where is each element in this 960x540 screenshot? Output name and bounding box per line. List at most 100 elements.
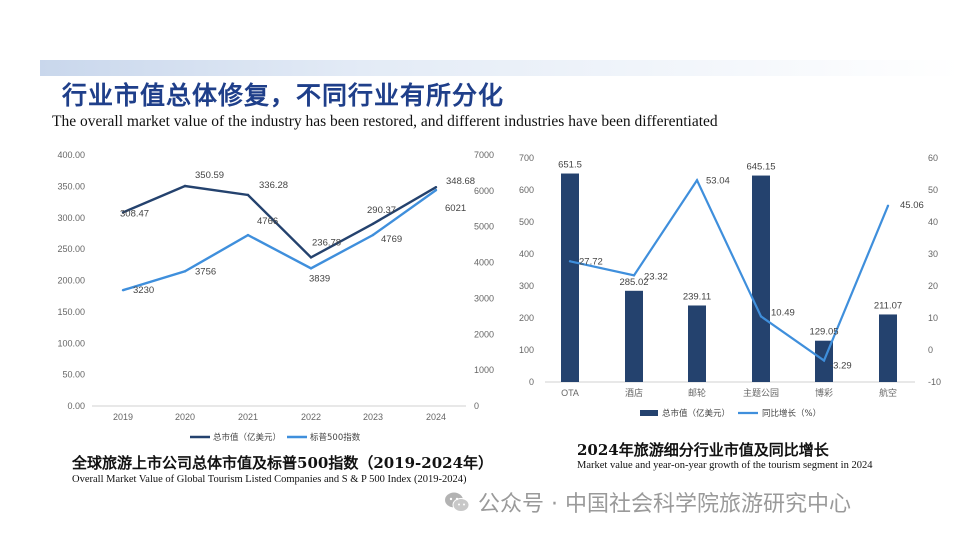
y-right-tick-label: 2000 [474,329,494,339]
y-right-tick-label: 20 [928,281,938,291]
x-tick-label: 2023 [363,412,383,422]
market-value-data-label: 336.28 [259,180,288,191]
y-right-tick-label: 30 [928,249,938,259]
y-right-tick-label: 60 [928,153,938,163]
sp500-point [183,270,187,273]
x-tick-label: 航空 [879,387,897,398]
y-left-tick-label: 200 [519,313,534,323]
y-right-tick-label: 0 [928,345,933,355]
sp500-point [371,233,375,237]
watermark: 公众号 · 中国社会科学院旅游研究中心 [444,486,851,518]
growth-data-label: -3.29 [830,361,852,372]
y-left-tick-label: 350.00 [57,181,85,191]
sp500-data-label: 3230 [133,285,154,296]
segment-value-bar [879,314,897,382]
page-title: 行业市值总体修复，不同行业有所分化 [62,81,505,110]
segment-value-bar [625,290,643,382]
segment-value-data-label: 651.5 [558,160,582,171]
market-value-point [309,256,313,259]
growth-data-label: 45.06 [900,200,924,211]
y-right-tick-label: 40 [928,217,938,227]
growth-point [632,274,636,277]
growth-point [568,260,572,263]
x-tick-label: 邮轮 [688,387,706,398]
y-left-tick-label: 0 [529,377,534,387]
y-right-tick-label: 7000 [474,150,494,160]
y-left-tick-label: 700 [519,153,534,163]
y-left-tick-label: 0.00 [67,401,85,411]
market-value-data-label: 236.78 [312,237,341,248]
market-value-point [246,193,250,197]
legend-value-swatch [640,410,658,416]
market-value-point [434,186,438,189]
x-tick-label: 2021 [238,412,258,422]
x-tick-label: 酒店 [625,387,643,398]
y-right-tick-label: 4000 [474,258,494,268]
y-right-tick-label: 10 [928,313,938,323]
legend-value-label: 总市值（亿美元） [662,408,730,419]
growth-point [822,359,826,362]
right-chart-caption-en: Market value and year-on-year growth of … [577,460,873,471]
y-left-tick-label: 150.00 [57,307,85,317]
y-left-tick-label: 300 [519,281,534,291]
y-right-tick-label: 6000 [474,186,494,196]
x-tick-label: 2020 [175,412,195,422]
growth-data-label: 27.72 [579,256,603,267]
y-left-tick-label: 300.00 [57,213,85,223]
sp500-data-label: 4766 [257,216,278,227]
segment-value-bar [752,175,770,382]
sp500-line [122,189,437,292]
market-value-data-label: 290.37 [367,205,396,216]
x-tick-label: 博彩 [815,387,833,398]
x-tick-label: 2024 [426,412,446,422]
segment-value-data-label: 129.05 [809,327,838,338]
market-value-data-label: 348.68 [446,176,475,187]
page-subtitle: The overall market value of the industry… [52,113,718,130]
growth-data-label: 53.04 [706,175,730,186]
growth-point [886,204,890,208]
y-left-tick-label: 500 [519,217,534,227]
y-left-tick-label: 400.00 [57,150,85,160]
left-chart-caption-en: Overall Market Value of Global Tourism L… [72,474,467,485]
x-tick-label: OTA [561,388,579,398]
growth-data-label: 10.49 [771,307,795,318]
y-right-tick-label: 3000 [474,293,494,303]
segment-value-data-label: 285.02 [619,277,648,288]
sp500-data-label: 3839 [309,273,330,284]
segment-value-bar [561,173,579,382]
legend-sp500-label: 标普500指数 [310,432,361,443]
growth-point [695,179,699,182]
left-chart-caption-cn: 全球旅游上市公司总体市值及标普500指数（2019-2024年） [72,454,494,472]
y-left-tick-label: 600 [519,185,534,195]
watermark-text: 公众号 · 中国社会科学院旅游研究中心 [478,492,851,517]
y-left-tick-label: 100 [519,345,534,355]
sp500-data-label: 6021 [445,203,466,214]
y-left-tick-label: 200.00 [57,276,85,286]
y-right-tick-label: -10 [928,377,941,387]
segment-value-data-label: 645.15 [746,162,775,173]
y-left-tick-label: 250.00 [57,244,85,254]
growth-line [569,178,890,363]
segment-value-bar [688,305,706,382]
market-value-point [371,222,375,225]
legend-growth-label: 同比增长（%） [762,408,821,419]
segment-value-data-label: 239.11 [683,291,711,302]
x-tick-label: 2022 [301,412,321,422]
legend-market-value-label: 总市值（亿美元） [213,432,281,443]
sp500-point [121,288,125,292]
wechat-icon [445,492,470,512]
y-left-tick-label: 100.00 [57,338,85,348]
x-tick-label: 主题公园 [743,387,779,398]
x-tick-label: 2019 [113,412,133,422]
sp500-data-label: 4769 [381,234,402,245]
right-chart-caption-cn: 2024年旅游细分行业市值及同比增长 [577,441,829,459]
segment-value-data-label: 211.07 [874,300,902,311]
y-left-tick-label: 50.00 [62,370,85,380]
market-value-data-label: 308.47 [120,208,149,219]
sp500-point [309,267,313,270]
y-right-tick-label: 1000 [474,365,494,375]
market-value-point [121,211,125,214]
market-value-line [122,184,437,259]
